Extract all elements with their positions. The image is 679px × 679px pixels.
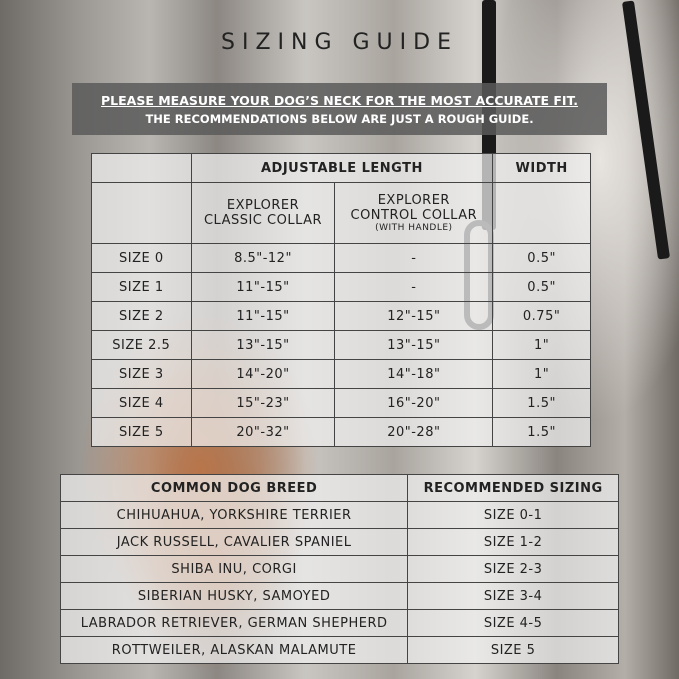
size-cell-classic: 15"-23" bbox=[190, 388, 336, 418]
size-table: ADJUSTABLE LENGTH WIDTH EXPLORER CLASSIC… bbox=[91, 153, 591, 447]
breed-cell-sizing: SIZE 4-5 bbox=[407, 609, 619, 637]
breed-cell-breed: SIBERIAN HUSKY, SAMOYED bbox=[59, 582, 409, 610]
breed-cell-breed: CHIHUAHUA, YORKSHIRE TERRIER bbox=[59, 501, 409, 529]
size-cell-classic: 11"-15" bbox=[190, 272, 336, 302]
size-cell-width: 1.5" bbox=[492, 417, 591, 447]
breed-table: COMMON DOG BREED RECOMMENDED SIZING CHIH… bbox=[59, 474, 619, 664]
page-title: SIZING GUIDE bbox=[221, 30, 458, 55]
notice-line-1: PLEASE MEASURE YOUR DOG’S NECK FOR THE M… bbox=[101, 93, 578, 108]
size-cell-control: - bbox=[334, 243, 494, 273]
notice-line-2: THE RECOMMENDATIONS BELOW ARE JUST A ROU… bbox=[145, 112, 534, 126]
size-cell-size: SIZE 2 bbox=[91, 301, 192, 331]
breed-cell-sizing: SIZE 2-3 bbox=[407, 555, 619, 583]
empty-subheader bbox=[91, 182, 192, 244]
breed-cell-breed: SHIBA INU, CORGI bbox=[59, 555, 409, 583]
control-collar-header: EXPLORER CONTROL COLLAR (WITH HANDLE) bbox=[334, 182, 494, 244]
size-cell-width: 1" bbox=[492, 359, 591, 389]
size-cell-size: SIZE 1 bbox=[91, 272, 192, 302]
size-row: SIZE 0 8.5"-12" -0.5" bbox=[91, 243, 591, 273]
size-cell-control: - bbox=[334, 272, 494, 302]
breed-row: LABRADOR RETRIEVER, GERMAN SHEPHERD SIZE … bbox=[59, 609, 619, 637]
size-cell-classic: 13"-15" bbox=[190, 330, 336, 360]
breed-cell-breed: LABRADOR RETRIEVER, GERMAN SHEPHERD bbox=[59, 609, 409, 637]
size-row: SIZE 3 14"-20" 14"-18" 1" bbox=[91, 359, 591, 389]
size-cell-size: SIZE 2.5 bbox=[91, 330, 192, 360]
measure-notice: PLEASE MEASURE YOUR DOG’S NECK FOR THE M… bbox=[72, 83, 607, 135]
size-cell-control: 20"-28" bbox=[334, 417, 494, 447]
size-cell-classic: 8.5"-12" bbox=[190, 243, 336, 273]
breed-cell-sizing: SIZE 1-2 bbox=[407, 528, 619, 556]
size-row: SIZE 4 15"-23" 16"-20" 1.5" bbox=[91, 388, 591, 418]
size-cell-width: 1" bbox=[492, 330, 591, 360]
size-cell-classic: 14"-20" bbox=[190, 359, 336, 389]
breed-header: COMMON DOG BREED bbox=[59, 474, 409, 502]
size-cell-width: 0.5" bbox=[492, 272, 591, 302]
breed-row: SHIBA INU, CORGI SIZE 2-3 bbox=[59, 555, 619, 583]
size-cell-width: 1.5" bbox=[492, 388, 591, 418]
adjustable-length-header: ADJUSTABLE LENGTH bbox=[190, 153, 494, 183]
breed-cell-breed: ROTTWEILER, ALASKAN MALAMUTE bbox=[59, 636, 409, 664]
size-row: SIZE 5 20"-32" 20"-28" 1.5" bbox=[91, 417, 591, 447]
breed-row: ROTTWEILER, ALASKAN MALAMUTE SIZE 5 bbox=[59, 636, 619, 664]
breed-cell-sizing: SIZE 3-4 bbox=[407, 582, 619, 610]
control-collar-note: (WITH HANDLE) bbox=[375, 223, 453, 233]
classic-collar-header: EXPLORER CLASSIC COLLAR bbox=[190, 182, 336, 244]
breed-cell-sizing: SIZE 5 bbox=[407, 636, 619, 664]
sizing-header: RECOMMENDED SIZING bbox=[407, 474, 619, 502]
size-cell-size: SIZE 3 bbox=[91, 359, 192, 389]
classic-collar-label: EXPLORER CLASSIC COLLAR bbox=[203, 198, 323, 228]
breed-cell-sizing: SIZE 0-1 bbox=[407, 501, 619, 529]
size-cell-classic: 20"-32" bbox=[190, 417, 336, 447]
size-cell-control: 12"-15" bbox=[334, 301, 494, 331]
breed-row: CHIHUAHUA, YORKSHIRE TERRIER SIZE 0-1 bbox=[59, 501, 619, 529]
breed-row: JACK RUSSELL, CAVALIER SPANIEL SIZE 1-2 bbox=[59, 528, 619, 556]
size-cell-classic: 11"-15" bbox=[190, 301, 336, 331]
size-cell-size: SIZE 5 bbox=[91, 417, 192, 447]
breed-row: SIBERIAN HUSKY, SAMOYED SIZE 3-4 bbox=[59, 582, 619, 610]
empty-subheader bbox=[492, 182, 591, 244]
size-row: SIZE 1 11"-15" -0.5" bbox=[91, 272, 591, 302]
size-cell-control: 14"-18" bbox=[334, 359, 494, 389]
width-header: WIDTH bbox=[492, 153, 591, 183]
empty-header bbox=[91, 153, 192, 183]
size-row: SIZE 2.5 13"-15" 13"-15" 1" bbox=[91, 330, 591, 360]
size-cell-width: 0.5" bbox=[492, 243, 591, 273]
size-row: SIZE 2 11"-15" 12"-15" 0.75" bbox=[91, 301, 591, 331]
size-cell-control: 13"-15" bbox=[334, 330, 494, 360]
control-collar-label: EXPLORER CONTROL COLLAR bbox=[350, 193, 478, 223]
size-cell-size: SIZE 0 bbox=[91, 243, 192, 273]
breed-cell-breed: JACK RUSSELL, CAVALIER SPANIEL bbox=[59, 528, 409, 556]
size-cell-width: 0.75" bbox=[492, 301, 591, 331]
size-cell-size: SIZE 4 bbox=[91, 388, 192, 418]
size-cell-control: 16"-20" bbox=[334, 388, 494, 418]
